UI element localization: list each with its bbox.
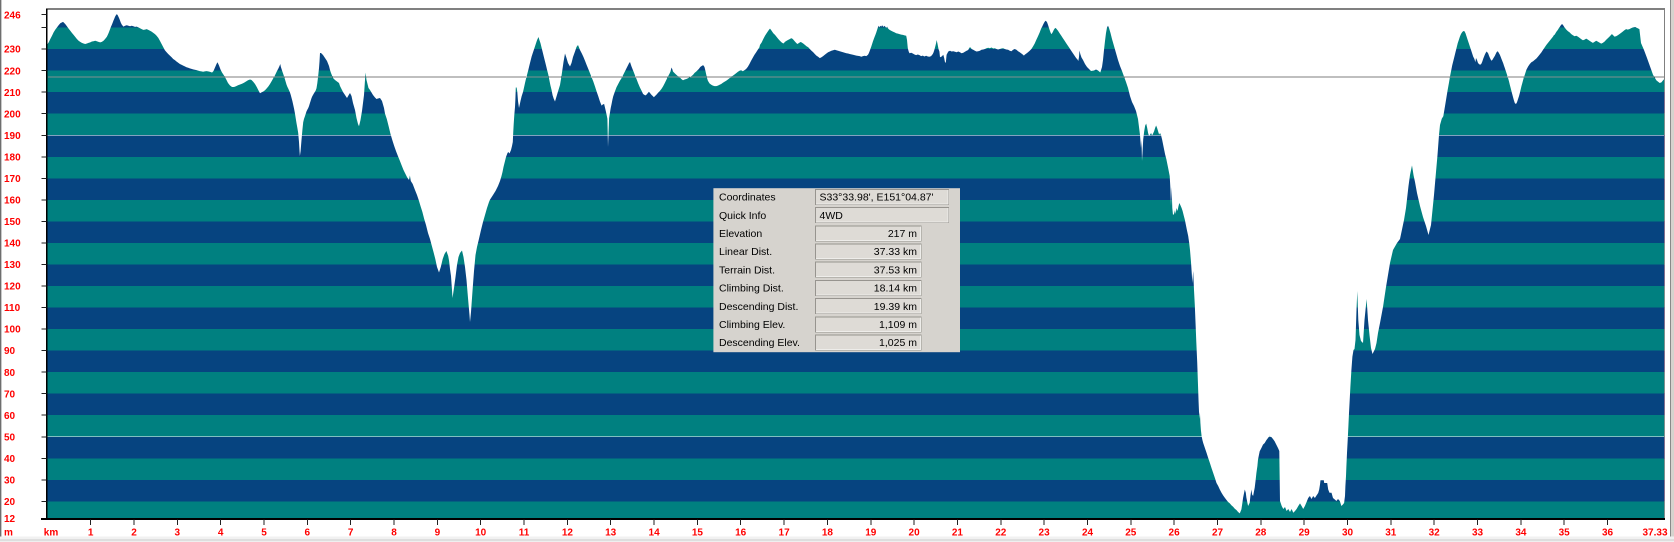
svg-text:217 m: 217 m xyxy=(888,228,917,240)
svg-text:30: 30 xyxy=(4,475,16,486)
svg-text:70: 70 xyxy=(4,389,16,400)
svg-text:7: 7 xyxy=(348,528,354,539)
svg-text:33: 33 xyxy=(1472,528,1484,539)
svg-text:10: 10 xyxy=(475,528,487,539)
svg-text:16: 16 xyxy=(735,528,747,539)
svg-text:34: 34 xyxy=(1515,528,1527,539)
svg-text:160: 160 xyxy=(4,196,21,207)
svg-text:18.14 km: 18.14 km xyxy=(874,283,917,295)
svg-text:150: 150 xyxy=(4,217,21,228)
svg-text:37.33: 37.33 xyxy=(1642,528,1667,539)
svg-text:3: 3 xyxy=(175,528,181,539)
svg-text:20: 20 xyxy=(4,497,16,508)
svg-text:220: 220 xyxy=(4,66,21,77)
svg-text:29: 29 xyxy=(1299,528,1311,539)
svg-text:180: 180 xyxy=(4,152,21,163)
svg-text:4: 4 xyxy=(218,528,224,539)
svg-text:Elevation: Elevation xyxy=(719,228,762,240)
svg-text:35: 35 xyxy=(1559,528,1571,539)
svg-text:40: 40 xyxy=(4,454,16,465)
svg-text:Linear Dist.: Linear Dist. xyxy=(719,246,772,258)
svg-text:1: 1 xyxy=(88,528,94,539)
svg-text:19.39 km: 19.39 km xyxy=(874,301,917,313)
svg-text:14: 14 xyxy=(649,528,661,539)
svg-text:120: 120 xyxy=(4,282,21,293)
svg-text:1,109 m: 1,109 m xyxy=(879,319,917,331)
svg-text:37.53 km: 37.53 km xyxy=(874,264,917,276)
svg-text:8: 8 xyxy=(391,528,397,539)
svg-text:21: 21 xyxy=(952,528,964,539)
svg-text:19: 19 xyxy=(865,528,877,539)
svg-text:20: 20 xyxy=(909,528,921,539)
svg-text:31: 31 xyxy=(1385,528,1397,539)
svg-text:1,025 m: 1,025 m xyxy=(879,337,917,349)
svg-text:9: 9 xyxy=(435,528,441,539)
svg-text:22: 22 xyxy=(995,528,1007,539)
svg-text:5: 5 xyxy=(261,528,267,539)
svg-text:Quick Info: Quick Info xyxy=(719,210,766,222)
svg-text:32: 32 xyxy=(1429,528,1441,539)
svg-text:km: km xyxy=(44,528,59,539)
svg-text:190: 190 xyxy=(4,131,21,142)
svg-text:17: 17 xyxy=(779,528,791,539)
svg-text:m: m xyxy=(4,528,13,539)
svg-text:Terrain Dist.: Terrain Dist. xyxy=(719,264,775,276)
svg-text:Coordinates: Coordinates xyxy=(719,192,776,204)
svg-text:28: 28 xyxy=(1255,528,1267,539)
svg-text:27: 27 xyxy=(1212,528,1224,539)
svg-text:50: 50 xyxy=(4,432,16,443)
svg-text:4WD: 4WD xyxy=(820,210,844,222)
svg-text:140: 140 xyxy=(4,239,21,250)
svg-text:Descending Dist.: Descending Dist. xyxy=(719,301,798,313)
svg-text:25: 25 xyxy=(1125,528,1137,539)
svg-text:246: 246 xyxy=(4,10,21,21)
svg-text:6: 6 xyxy=(305,528,311,539)
svg-text:12: 12 xyxy=(4,514,16,525)
svg-text:110: 110 xyxy=(4,303,21,314)
svg-text:200: 200 xyxy=(4,109,21,120)
svg-text:37.33 km: 37.33 km xyxy=(874,246,917,258)
svg-text:12: 12 xyxy=(562,528,574,539)
svg-text:36: 36 xyxy=(1602,528,1614,539)
svg-text:18: 18 xyxy=(822,528,834,539)
svg-text:210: 210 xyxy=(4,88,21,99)
svg-text:24: 24 xyxy=(1082,528,1094,539)
svg-text:30: 30 xyxy=(1342,528,1354,539)
svg-text:60: 60 xyxy=(4,411,16,422)
svg-text:100: 100 xyxy=(4,325,21,336)
svg-text:13: 13 xyxy=(605,528,617,539)
svg-text:Climbing Dist.: Climbing Dist. xyxy=(719,283,784,295)
svg-text:Climbing Elev.: Climbing Elev. xyxy=(719,319,785,331)
svg-text:11: 11 xyxy=(519,528,530,539)
svg-text:S33°33.98', E151°04.87': S33°33.98', E151°04.87' xyxy=(820,192,934,204)
svg-text:26: 26 xyxy=(1169,528,1181,539)
svg-text:90: 90 xyxy=(4,346,16,357)
svg-text:23: 23 xyxy=(1039,528,1051,539)
svg-text:230: 230 xyxy=(4,45,21,56)
svg-text:2: 2 xyxy=(131,528,137,539)
svg-text:170: 170 xyxy=(4,174,21,185)
svg-text:Descending Elev.: Descending Elev. xyxy=(719,337,800,349)
svg-text:15: 15 xyxy=(692,528,704,539)
svg-text:130: 130 xyxy=(4,260,21,271)
svg-text:80: 80 xyxy=(4,368,16,379)
